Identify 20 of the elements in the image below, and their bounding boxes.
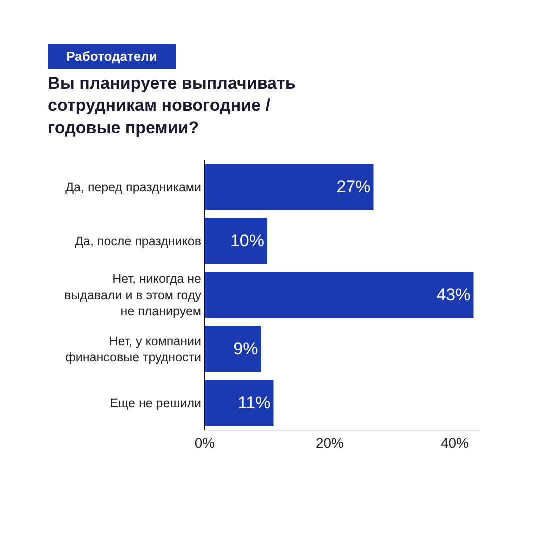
y-tick-label: Нет, никогда не выдавали и в этом году не планируем xyxy=(64,272,202,319)
y-tick-label: Да, после праздников xyxy=(75,234,202,248)
y-tick-label: Да, перед праздниками xyxy=(66,180,202,194)
chart-subtitle: Работодатели xyxy=(66,49,158,64)
chart-title: Вы планируете выплачивать сотрудникам новогодние / годовые премии? xyxy=(48,74,296,138)
bar xyxy=(205,326,262,372)
bar xyxy=(205,164,374,210)
x-tick-label: 20% xyxy=(316,434,344,451)
bar xyxy=(205,218,268,264)
data-label: 9% xyxy=(234,340,258,358)
y-tick-label: Нет, у компании финансовые трудности xyxy=(66,334,202,364)
x-tick-label: 0% xyxy=(194,434,216,451)
data-label: 43% xyxy=(436,286,471,304)
bar xyxy=(205,380,274,426)
y-tick-label: Еще не решили xyxy=(110,396,202,410)
x-tick-label: 40% xyxy=(440,434,470,451)
data-label: 10% xyxy=(230,232,264,250)
data-label: 11% xyxy=(238,394,271,412)
bar xyxy=(205,272,474,318)
data-label: 27% xyxy=(336,178,371,196)
